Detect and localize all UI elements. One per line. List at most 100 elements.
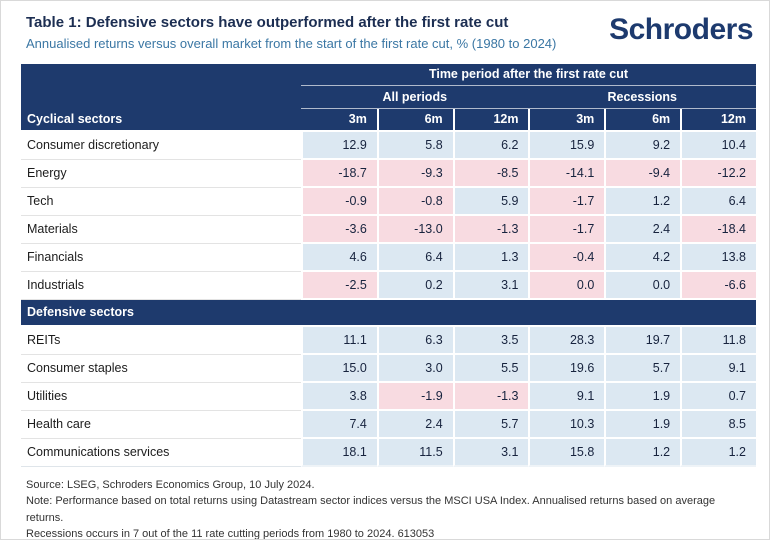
value-cell: 5.5 [452,354,529,383]
value-cell: 15.9 [528,131,605,160]
table-row: Tech -0.9 -0.8 5.9 -1.7 1.2 6.4 [21,187,756,216]
value-cell: -1.7 [528,215,605,244]
value-cell: 1.9 [604,382,681,411]
value-cell: 19.7 [604,326,681,355]
value-cell: 0.2 [376,271,453,300]
value-cell: 3.5 [452,326,529,355]
value-cell: 3.8 [301,382,377,411]
sector-cell: Industrials [21,271,301,300]
value-cell: 19.6 [528,354,605,383]
value-cell: -1.9 [376,382,453,411]
figure-header: Table 1: Defensive sectors have outperfo… [1,1,769,53]
value-cell: -1.3 [452,215,529,244]
header-row-time-period: Time period after the first rate cut [21,63,756,86]
sector-cell: Health care [21,410,301,439]
value-cell: 0.7 [680,382,756,411]
table-row: Communications services 18.1 11.5 3.1 15.8 1.… [21,438,756,467]
table-row: REITs 11.1 6.3 3.5 28.3 19.7 11.8 [21,326,756,355]
recessions-note: Recessions occurs in 7 out of the 11 rat… [26,528,435,540]
value-cell: 13.8 [680,243,756,272]
source-note: Source: LSEG, Schroders Economics Group,… [26,478,315,491]
value-cell: 2.4 [604,215,681,244]
value-cell: -0.4 [528,243,605,272]
value-cell: 5.8 [376,131,453,160]
value-cell: 11.1 [301,326,377,355]
value-cell: 5.7 [452,410,529,439]
value-cell: -0.9 [301,187,377,216]
sector-cell: Consumer discretionary [21,131,301,160]
sector-cell: Materials [21,215,301,244]
value-cell: 1.2 [604,438,681,467]
value-cell: 10.3 [528,410,605,439]
value-cell: 9.1 [680,354,756,383]
value-cell: 10.4 [680,131,756,160]
sector-cell: Tech [21,187,301,216]
column-header-all-12m: 12m [452,108,529,132]
sector-cell: Energy [21,159,301,188]
value-cell: -12.2 [680,159,756,188]
method-note: Note: Performance based on total returns… [26,495,716,524]
value-cell: -1.7 [528,187,605,216]
header-spacer [21,85,301,109]
header-row-groups: All periods Recessions [21,85,756,109]
footnotes: Source: LSEG, Schroders Economics Group,… [26,477,754,540]
value-cell: 6.3 [376,326,453,355]
value-cell: 11.8 [680,326,756,355]
value-cell: 8.5 [680,410,756,439]
value-cell: -0.8 [376,187,453,216]
value-cell: -13.0 [376,215,453,244]
section-header-row: Defensive sectors [21,299,756,327]
section-label-cyclical: Cyclical sectors [21,108,301,132]
value-cell: 6.4 [376,243,453,272]
value-cell: 3.1 [452,271,529,300]
value-cell: -2.5 [301,271,377,300]
header-group-all-periods: All periods [301,85,529,109]
value-cell: 9.1 [528,382,605,411]
value-cell: 0.0 [604,271,681,300]
returns-table: Time period after the first rate cut All… [21,63,756,467]
table-body: Consumer discretionary 12.9 5.8 6.2 15.9 9.2 1… [21,131,756,467]
value-cell: 1.2 [604,187,681,216]
value-cell: 1.9 [604,410,681,439]
column-header-rec-12m: 12m [680,108,756,132]
table-row: Materials -3.6 -13.0 -1.3 -1.7 2.4 -18.4 [21,215,756,244]
value-cell: 6.2 [452,131,529,160]
page-subtitle: Annualised returns versus overall market… [26,35,557,51]
table-row: Industrials -2.5 0.2 3.1 0.0 0.0 -6.6 [21,271,756,300]
value-cell: 15.8 [528,438,605,467]
header-time-period-label: Time period after the first rate cut [301,63,756,86]
title-block: Table 1: Defensive sectors have outperfo… [26,14,556,53]
value-cell: -6.6 [680,271,756,300]
table-row: Health care 7.4 2.4 5.7 10.3 1.9 8.5 [21,410,756,439]
value-cell: 12.9 [301,131,377,160]
value-cell: 28.3 [528,326,605,355]
sector-cell: Utilities [21,382,301,411]
header-row-columns: Cyclical sectors 3m 6m 12m 3m 6m 12m [21,108,756,132]
value-cell: 6.4 [680,187,756,216]
schroders-logo: Schroders [609,13,753,46]
value-cell: 15.0 [301,354,377,383]
value-cell: -14.1 [528,159,605,188]
table-row: Financials 4.6 6.4 1.3 -0.4 4.2 13.8 [21,243,756,272]
value-cell: 0.0 [528,271,605,300]
value-cell: 5.9 [452,187,529,216]
value-cell: 4.2 [604,243,681,272]
table-header: Time period after the first rate cut All… [21,63,756,132]
column-header-rec-3m: 3m [528,108,605,132]
sector-cell: Financials [21,243,301,272]
sector-cell: Consumer staples [21,354,301,383]
sector-cell: Communications services [21,438,301,467]
table-row: Energy -18.7 -9.3 -8.5 -14.1 -9.4 -12.2 [21,159,756,188]
column-header-all-3m: 3m [301,108,377,132]
value-cell: -9.3 [376,159,453,188]
value-cell: 5.7 [604,354,681,383]
page-title: Table 1: Defensive sectors have outperfo… [26,14,509,31]
value-cell: 4.6 [301,243,377,272]
value-cell: 3.0 [376,354,453,383]
value-cell: -18.7 [301,159,377,188]
table-row: Consumer discretionary 12.9 5.8 6.2 15.9 9.2 1… [21,131,756,160]
value-cell: 11.5 [376,438,453,467]
header-spacer [21,63,301,86]
value-cell: -8.5 [452,159,529,188]
